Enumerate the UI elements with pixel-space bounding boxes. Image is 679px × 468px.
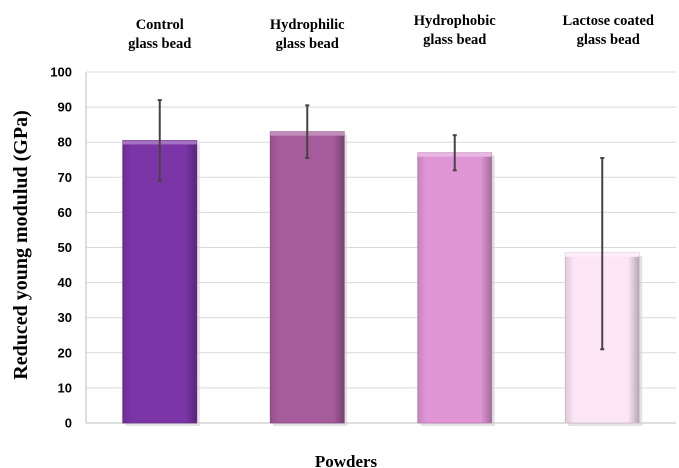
bar (122, 140, 198, 424)
category-label: glass bead (577, 32, 640, 48)
y-tick-label: 60 (58, 205, 72, 220)
x-axis-label: Powders (315, 452, 378, 468)
bars (122, 131, 643, 427)
y-tick-label: 0 (65, 416, 72, 431)
y-tick-label: 30 (58, 310, 72, 325)
category-label: Lactose coated (563, 13, 654, 29)
y-tick-label: 100 (50, 65, 72, 80)
y-tick-label: 90 (58, 100, 72, 115)
y-tick-label: 40 (58, 275, 72, 290)
category-label: glass bead (128, 36, 191, 52)
y-tick-label: 50 (58, 240, 72, 255)
category-label: glass bead (423, 32, 486, 48)
y-tick-label: 10 (58, 380, 72, 395)
bar (417, 152, 493, 424)
category-labels: Control glass bead Hydrophilic glass bead Hy… (128, 13, 654, 52)
y-axis: 0 10 20 30 40 50 60 70 80 90 100 (50, 65, 676, 431)
category-label: Control (136, 17, 184, 33)
category-label: Hydrophilic (270, 17, 345, 33)
bar (269, 131, 345, 424)
y-tick-label: 20 (58, 345, 72, 360)
y-tick-label: 70 (58, 170, 72, 185)
category-label: Hydrophobic (414, 13, 496, 29)
y-axis-label: Reduced young modulud (GPa) (10, 110, 32, 380)
y-tick-label: 80 (58, 135, 72, 150)
category-label: glass bead (276, 36, 339, 52)
error-bars (157, 99, 605, 351)
